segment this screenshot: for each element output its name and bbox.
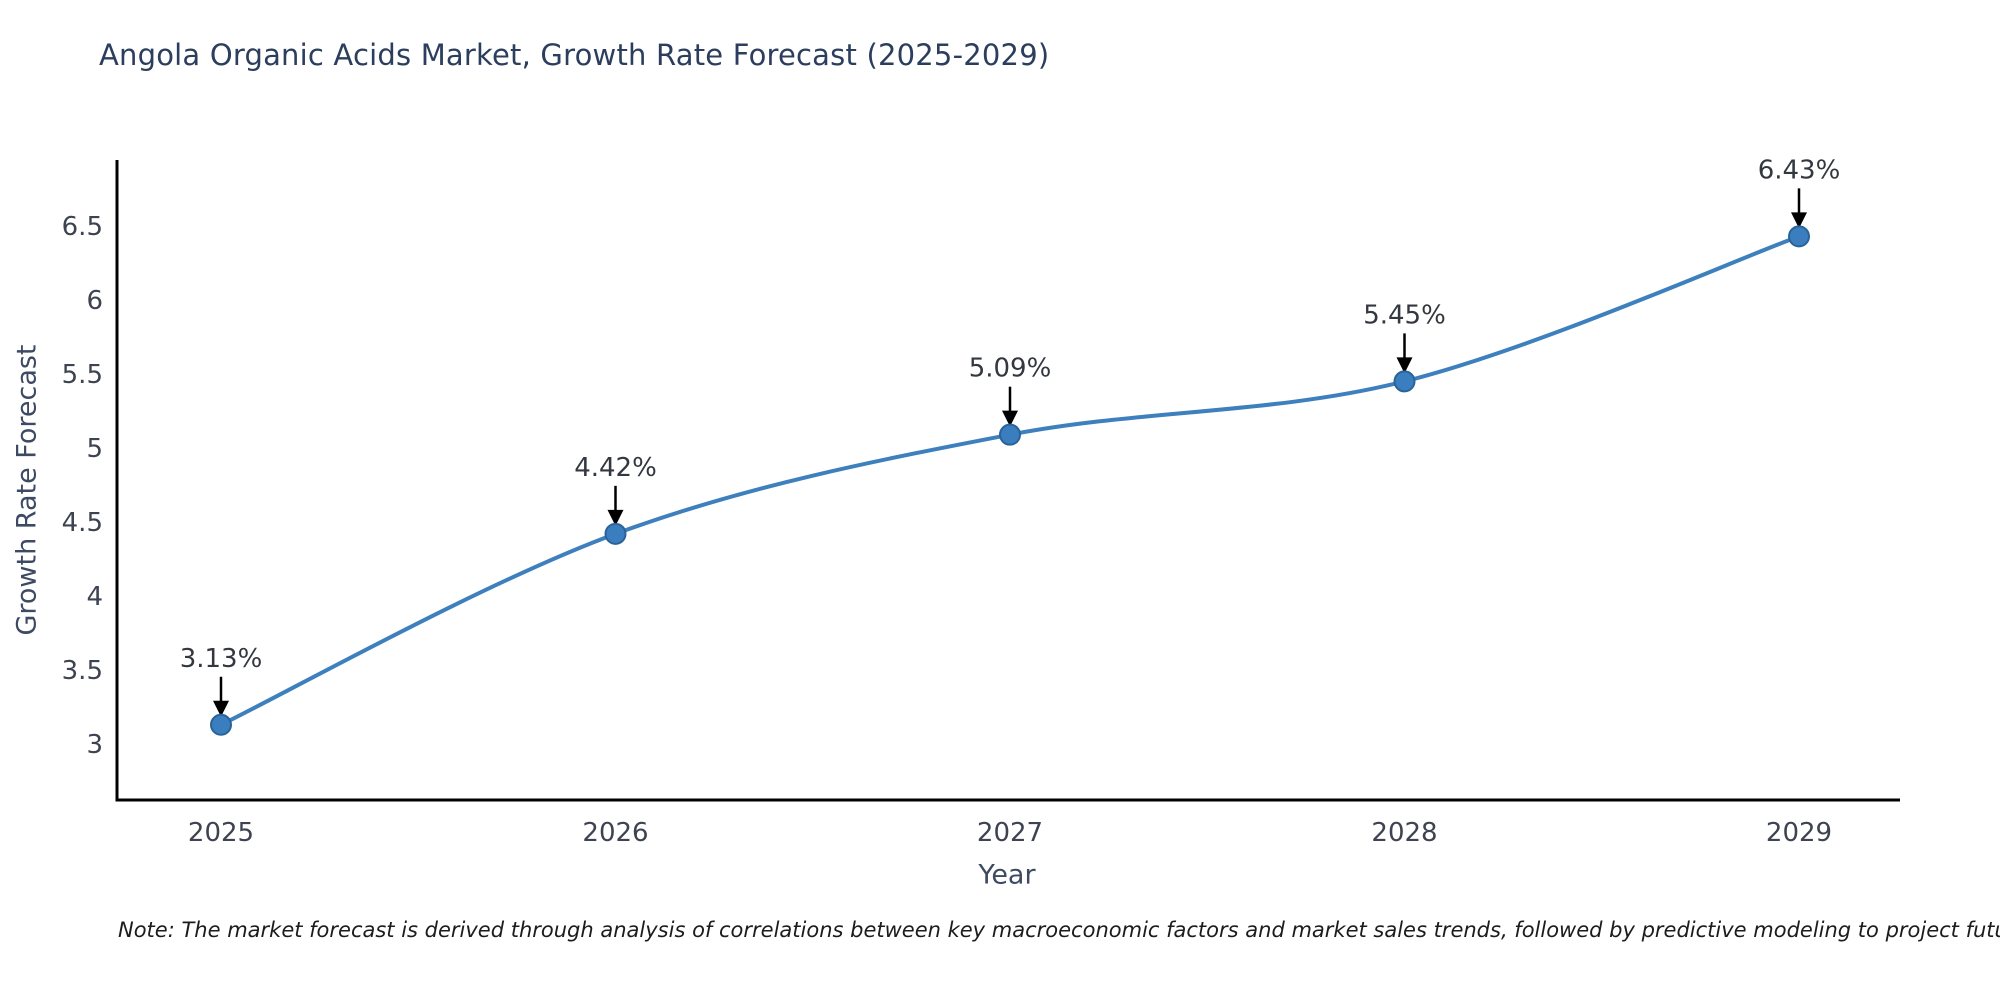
y-tick-label: 6.5 xyxy=(62,212,103,242)
data-label-2029: 6.43% xyxy=(1758,155,1841,185)
y-tick-label: 5.5 xyxy=(62,360,103,390)
y-axis-title: Growth Rate Forecast xyxy=(11,344,43,636)
data-label-2028: 5.45% xyxy=(1363,300,1446,330)
chart-title: Angola Organic Acids Market, Growth Rate… xyxy=(99,38,1050,72)
footnote: Note: The market forecast is derived thr… xyxy=(118,918,2000,942)
data-label-2025: 3.13% xyxy=(180,644,263,674)
data-point-2028 xyxy=(1393,370,1416,393)
data-label-2027: 5.09% xyxy=(969,354,1052,384)
y-tick-label: 3.5 xyxy=(62,656,103,686)
annotation-arrow-head xyxy=(213,700,229,717)
data-point-2025 xyxy=(210,713,232,736)
y-tick-label: 5 xyxy=(86,434,103,464)
x-tick-label: 2026 xyxy=(582,818,648,848)
y-tick-label: 6 xyxy=(86,286,103,316)
x-tick-label: 2029 xyxy=(1766,818,1832,848)
x-axis-title: Year xyxy=(978,859,1036,891)
data-label-2026: 4.42% xyxy=(574,453,657,483)
y-tick-label: 4.5 xyxy=(62,508,103,538)
series-line xyxy=(219,234,1801,727)
annotation-arrow-head xyxy=(1002,410,1018,427)
x-tick-label: 2027 xyxy=(977,818,1043,848)
y-tick-label: 3 xyxy=(86,730,103,760)
data-point-2026 xyxy=(604,522,627,545)
data-point-2029 xyxy=(1788,225,1810,248)
y-tick-label: 4 xyxy=(86,582,103,612)
x-tick-label: 2028 xyxy=(1371,818,1437,848)
annotation-arrow-head xyxy=(607,509,624,526)
x-tick-label: 2025 xyxy=(188,818,254,848)
annotation-arrow-head xyxy=(1396,357,1413,374)
data-point-2027 xyxy=(999,423,1021,446)
annotation-arrow-head xyxy=(1791,212,1807,229)
